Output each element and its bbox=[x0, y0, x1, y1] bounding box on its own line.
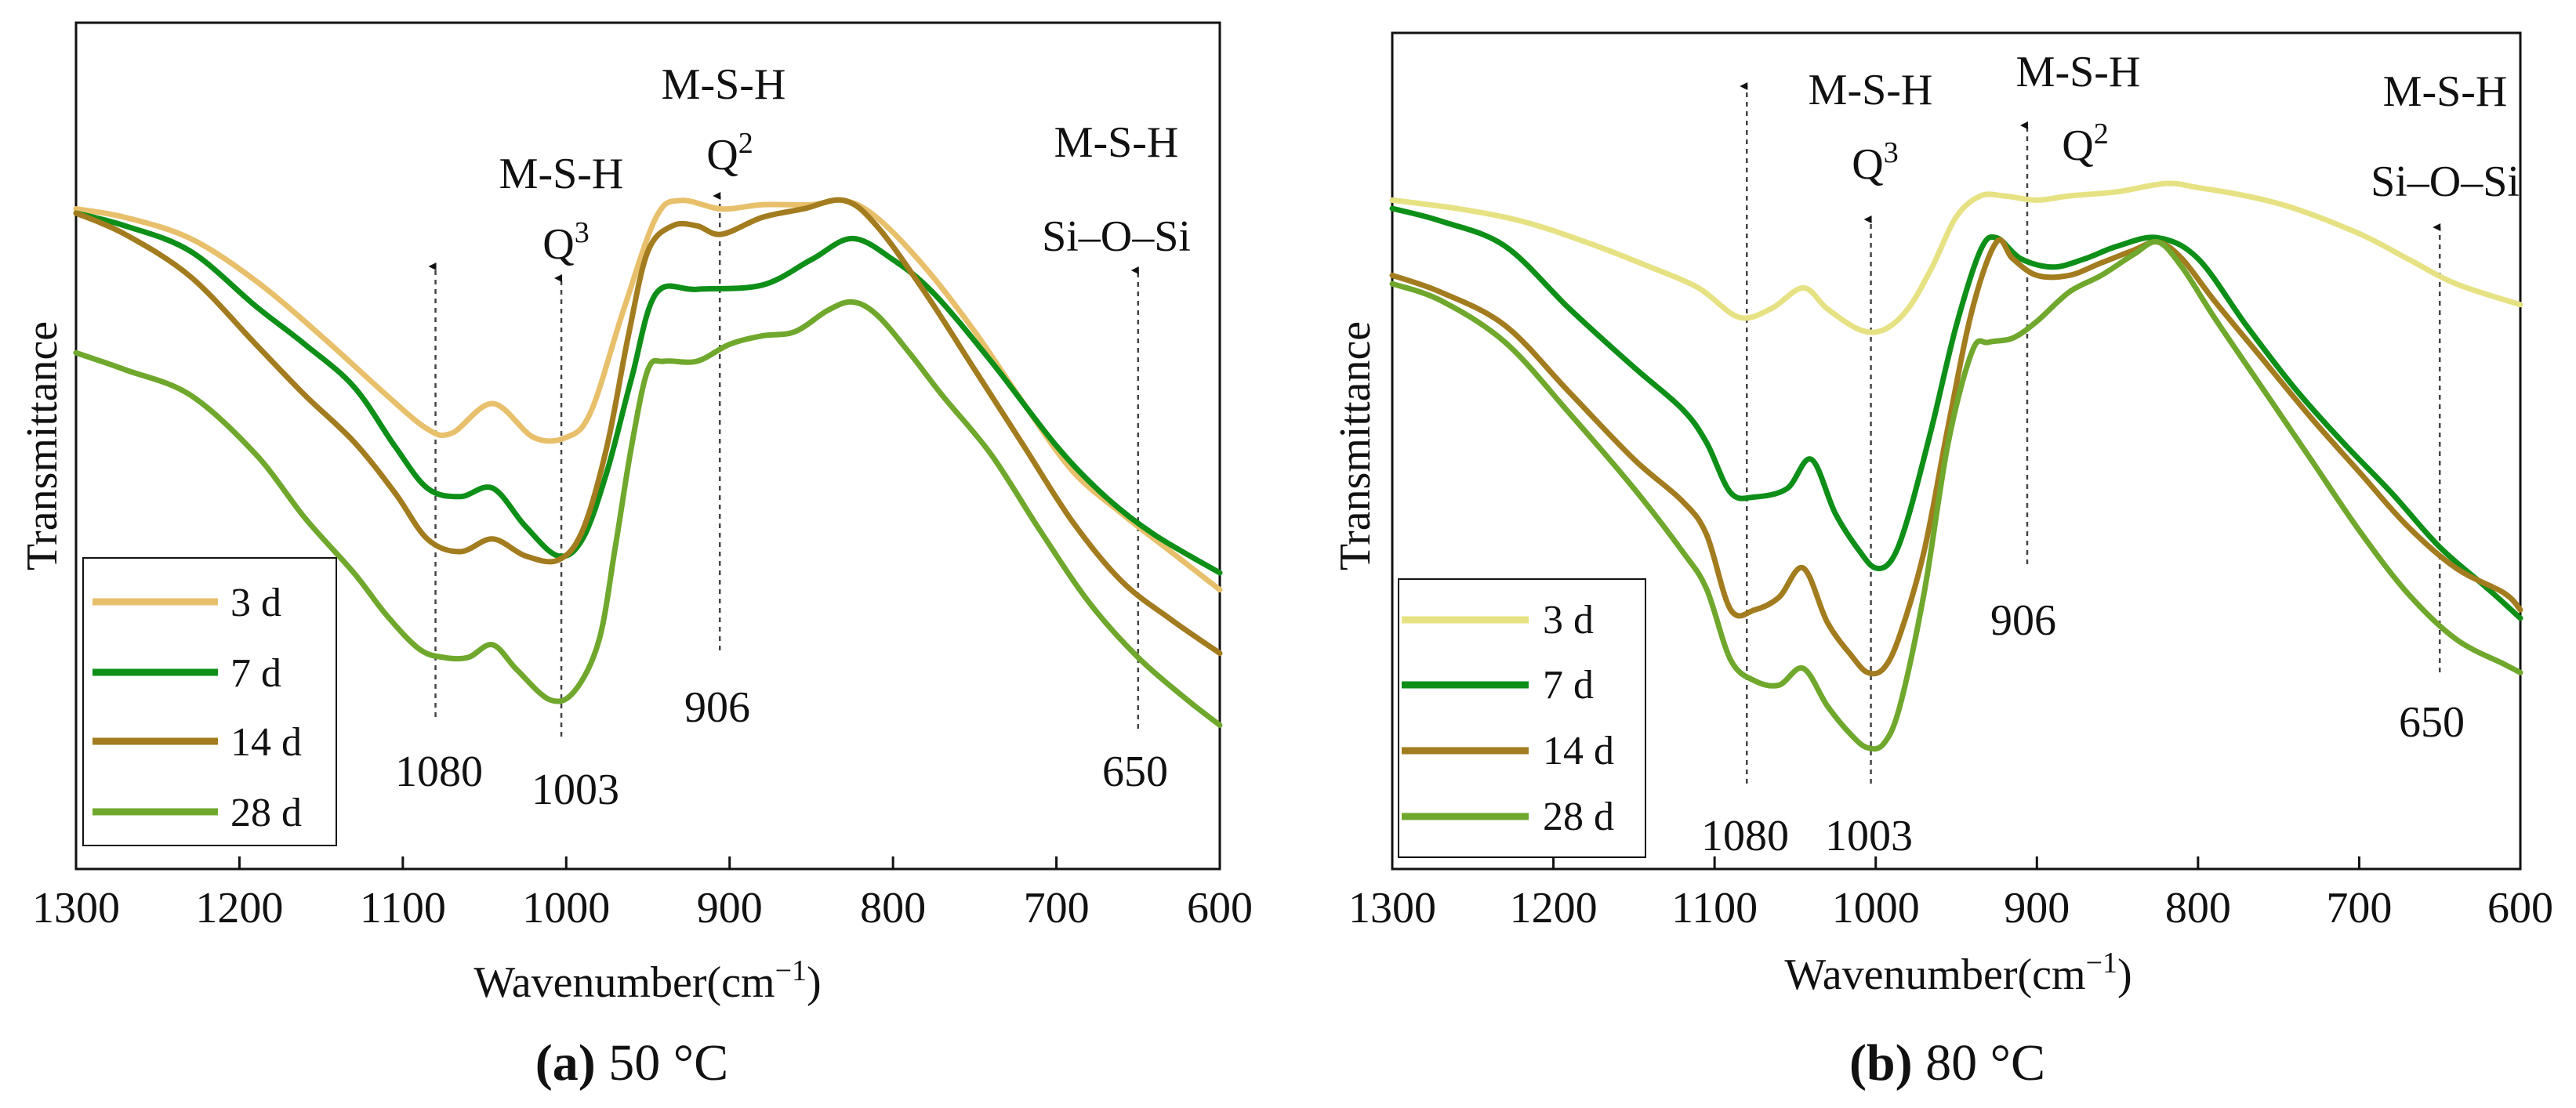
peak-label-1080-b: 1080 bbox=[1701, 812, 1789, 860]
series-lines-b bbox=[1389, 180, 2523, 752]
x-axis-ticks-b bbox=[1391, 856, 2522, 869]
x-tick-label-800-a: 800 bbox=[860, 884, 926, 932]
series-line-14d-a bbox=[73, 197, 1223, 657]
msh-q2-label-b: M-S-H bbox=[2016, 48, 2141, 96]
q3-label-b: Q3 bbox=[1852, 136, 1898, 189]
x-tick-label-900-b: 900 bbox=[2004, 884, 2070, 932]
legend-box-b bbox=[1398, 578, 1646, 858]
y-axis-title-b: Transmittance bbox=[1331, 321, 1380, 570]
x-tick-label-700-b: 700 bbox=[2326, 884, 2392, 932]
x-tick-label-1300-b: 1300 bbox=[1348, 884, 1436, 932]
legend-b: 3 d 7 d 14 d 28 d bbox=[1398, 578, 1646, 858]
legend-label-3d-b: 3 d bbox=[1543, 598, 1594, 643]
x-tick-label-1200-a: 1200 bbox=[195, 884, 283, 932]
legend-a: 3 d 7 d 14 d 28 d bbox=[82, 557, 337, 846]
series-line-7d-b bbox=[1389, 205, 2523, 621]
series-line-28d-a bbox=[73, 299, 1223, 728]
series-line-28d-b bbox=[1389, 238, 2523, 752]
plot-frame-b bbox=[1391, 31, 2522, 871]
legend-label-7d-a: 7 d bbox=[230, 651, 281, 696]
x-tick-label-900-a: 900 bbox=[697, 884, 763, 932]
caption-a: (a) 50 °C bbox=[535, 1034, 728, 1092]
caption-b: (b) 80 °C bbox=[1849, 1034, 2045, 1092]
msh-sios-label-a: M-S-H bbox=[1054, 118, 1179, 167]
x-tick-label-800-b: 800 bbox=[2165, 884, 2231, 932]
msh-q2-label-a: M-S-H bbox=[662, 60, 786, 109]
peak-label-650-b: 650 bbox=[2399, 698, 2465, 747]
legend-label-3d-a: 3 d bbox=[230, 581, 281, 625]
q3-label-a: Q3 bbox=[542, 216, 589, 269]
x-axis-ticks-a bbox=[74, 856, 1221, 869]
peak-label-650-a: 650 bbox=[1102, 748, 1168, 796]
x-tick-label-1300-a: 1300 bbox=[32, 884, 120, 932]
legend-label-14d-a: 14 d bbox=[230, 720, 302, 765]
legend-label-28d-a: 28 d bbox=[230, 791, 302, 835]
legend-label-28d-b: 28 d bbox=[1543, 795, 1614, 839]
legend-label-7d-b: 7 d bbox=[1543, 663, 1594, 708]
msh-q3-label-a: M-S-H bbox=[499, 150, 624, 198]
legend-label-14d-b: 14 d bbox=[1543, 729, 1614, 773]
x-tick-label-600-b: 600 bbox=[2487, 884, 2553, 932]
peak-label-906-a: 906 bbox=[684, 683, 750, 732]
sios-label-b: Si–O–Si bbox=[2371, 158, 2520, 206]
series-line-7d-a bbox=[73, 210, 1223, 576]
series-line-14d-b bbox=[1389, 237, 2523, 677]
peak-label-1080-a: 1080 bbox=[395, 748, 483, 796]
x-tick-label-600-a: 600 bbox=[1187, 884, 1253, 932]
x-tick-label-1200-b: 1200 bbox=[1510, 884, 1598, 932]
y-axis-title-a: Transmittance bbox=[18, 321, 67, 570]
x-tick-label-1100-a: 1100 bbox=[360, 884, 446, 932]
annotation-guides-b bbox=[1740, 82, 2441, 784]
plot-frame-a bbox=[74, 21, 1221, 871]
x-tick-label-700-a: 700 bbox=[1024, 884, 1090, 932]
panel-a: 1300 1200 1100 1000 900 800 700 600 Transmittan… bbox=[18, 21, 1253, 1092]
q2-label-a: Q2 bbox=[706, 127, 753, 179]
x-tick-labels-b: 1300 1200 1100 1000 900 800 700 600 bbox=[1348, 884, 2553, 932]
msh-q3-label-b: M-S-H bbox=[1809, 66, 1933, 114]
peak-label-1003-b: 1003 bbox=[1825, 812, 1913, 860]
panel-b: 1300 1200 1100 1000 900 800 700 600 Transmittan… bbox=[1331, 31, 2553, 1092]
msh-sios-label-b: M-S-H bbox=[2383, 67, 2508, 116]
peak-label-906-b: 906 bbox=[1990, 596, 2056, 645]
sios-label-a: Si–O–Si bbox=[1042, 212, 1191, 261]
annotation-guides-a bbox=[428, 192, 1140, 737]
x-tick-label-1100-b: 1100 bbox=[1671, 884, 1758, 932]
series-line-3d-b bbox=[1389, 180, 2523, 335]
q2-label-b: Q2 bbox=[2062, 118, 2108, 170]
x-tick-label-1000-a: 1000 bbox=[522, 884, 610, 932]
series-lines-a bbox=[73, 197, 1223, 728]
x-tick-labels-a: 1300 1200 1100 1000 900 800 700 600 bbox=[32, 884, 1253, 932]
peak-label-1003-a: 1003 bbox=[532, 766, 619, 814]
x-axis-title-a: Wavenumber(cm−1) bbox=[473, 954, 821, 1007]
x-axis-title-b: Wavenumber(cm−1) bbox=[1784, 947, 2132, 999]
x-tick-label-1000-b: 1000 bbox=[1832, 884, 1920, 932]
legend-box-a bbox=[82, 557, 337, 846]
